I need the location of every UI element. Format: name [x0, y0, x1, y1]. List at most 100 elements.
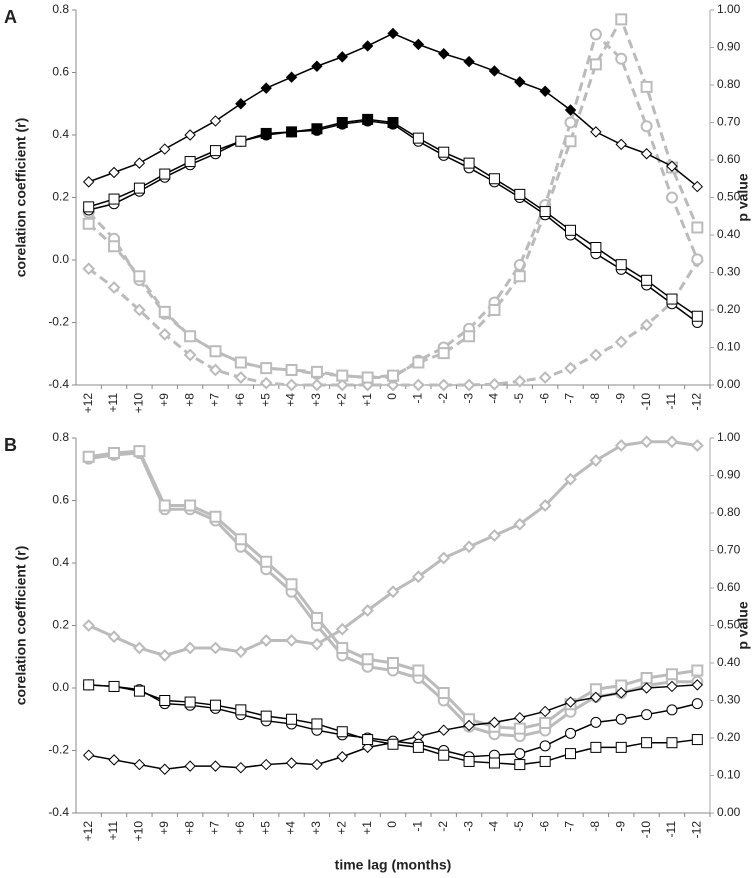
- marker: [310, 378, 324, 392]
- x-tick-label: -5: [512, 821, 526, 832]
- marker: [539, 85, 551, 97]
- x-tick-label: -5: [512, 393, 526, 404]
- marker: [589, 454, 603, 467]
- marker: [437, 687, 450, 699]
- marker: [158, 327, 172, 341]
- series-line: [88, 118, 698, 317]
- x-tick-label: -9: [613, 821, 627, 832]
- y-tick-label: 0.4: [52, 555, 69, 569]
- marker: [564, 361, 577, 375]
- marker: [108, 680, 120, 692]
- x-tick-label: +4: [284, 821, 298, 835]
- marker: [564, 135, 577, 148]
- series-line: [88, 684, 698, 766]
- x-tick-label: -3: [461, 821, 475, 832]
- y-tick-label: 0.0: [52, 252, 69, 266]
- marker: [411, 570, 425, 584]
- y2-tick-label: 0.60: [717, 152, 741, 166]
- x-tick-label: +2: [334, 821, 348, 835]
- marker: [463, 719, 475, 732]
- marker: [437, 347, 450, 360]
- marker: [564, 472, 577, 486]
- marker: [514, 711, 526, 724]
- marker: [438, 48, 450, 60]
- marker: [666, 680, 678, 693]
- marker: [361, 40, 374, 52]
- x-tick-label: -7: [563, 821, 577, 832]
- x-tick-label: +4: [284, 393, 298, 407]
- marker: [311, 718, 323, 730]
- marker: [83, 201, 95, 213]
- marker: [615, 713, 627, 725]
- y-tick-label: 0.6: [52, 493, 69, 507]
- marker: [361, 371, 374, 384]
- marker: [640, 120, 653, 133]
- marker: [184, 760, 196, 772]
- marker: [286, 126, 298, 138]
- y2-tick-label: 0.40: [717, 227, 741, 241]
- marker: [311, 758, 323, 771]
- y-axis-label: corelation coefficient (r): [13, 118, 29, 277]
- marker: [336, 751, 348, 763]
- marker: [108, 240, 121, 253]
- marker: [387, 738, 399, 750]
- marker: [183, 641, 197, 655]
- marker: [362, 113, 374, 125]
- marker: [209, 345, 222, 358]
- marker: [184, 330, 197, 343]
- marker: [235, 98, 247, 110]
- y2-tick-label: 0.00: [717, 377, 741, 391]
- marker: [158, 649, 172, 662]
- x-axis-label: time lag (months): [335, 857, 452, 873]
- x-tick-label: +5: [258, 393, 272, 407]
- marker: [387, 27, 399, 40]
- marker: [665, 668, 678, 681]
- series-line: [88, 440, 698, 658]
- y2-tick-label: 1.00: [717, 430, 741, 444]
- marker: [641, 709, 653, 721]
- marker: [184, 156, 196, 168]
- marker: [615, 138, 627, 151]
- marker: [539, 717, 552, 729]
- marker: [132, 641, 146, 655]
- marker: [614, 439, 628, 452]
- marker: [488, 716, 501, 729]
- marker: [412, 664, 425, 677]
- x-tick-label: -3: [461, 393, 475, 404]
- marker: [82, 176, 95, 188]
- y2-tick-label: 1.00: [717, 2, 741, 16]
- y-tick-label: -0.4: [48, 377, 69, 391]
- y-tick-label: -0.2: [48, 743, 69, 757]
- marker: [107, 630, 121, 644]
- marker: [665, 191, 678, 204]
- y-tick-label: 0.6: [52, 65, 69, 79]
- marker: [488, 65, 501, 77]
- x-tick-label: -7: [563, 393, 577, 404]
- marker: [133, 157, 146, 169]
- marker: [184, 499, 197, 512]
- y2-axis-label: p value: [735, 173, 751, 221]
- series-line: [87, 15, 699, 380]
- marker: [641, 274, 653, 286]
- marker: [336, 726, 348, 738]
- x-tick-label: -10: [639, 821, 653, 839]
- marker: [285, 378, 298, 392]
- marker: [82, 749, 95, 761]
- x-tick-label: +2: [334, 393, 348, 407]
- marker: [234, 371, 248, 384]
- panel-label: B: [4, 435, 17, 455]
- marker: [691, 679, 704, 691]
- x-tick-label: +8: [182, 393, 196, 407]
- marker: [589, 28, 602, 41]
- marker: [235, 135, 247, 147]
- marker: [514, 76, 526, 88]
- y2-tick-label: 0.20: [717, 302, 741, 316]
- marker: [310, 637, 324, 651]
- marker: [666, 293, 678, 305]
- marker: [336, 117, 348, 128]
- marker: [159, 763, 171, 775]
- marker: [462, 378, 476, 392]
- marker: [590, 741, 602, 753]
- marker: [311, 60, 323, 72]
